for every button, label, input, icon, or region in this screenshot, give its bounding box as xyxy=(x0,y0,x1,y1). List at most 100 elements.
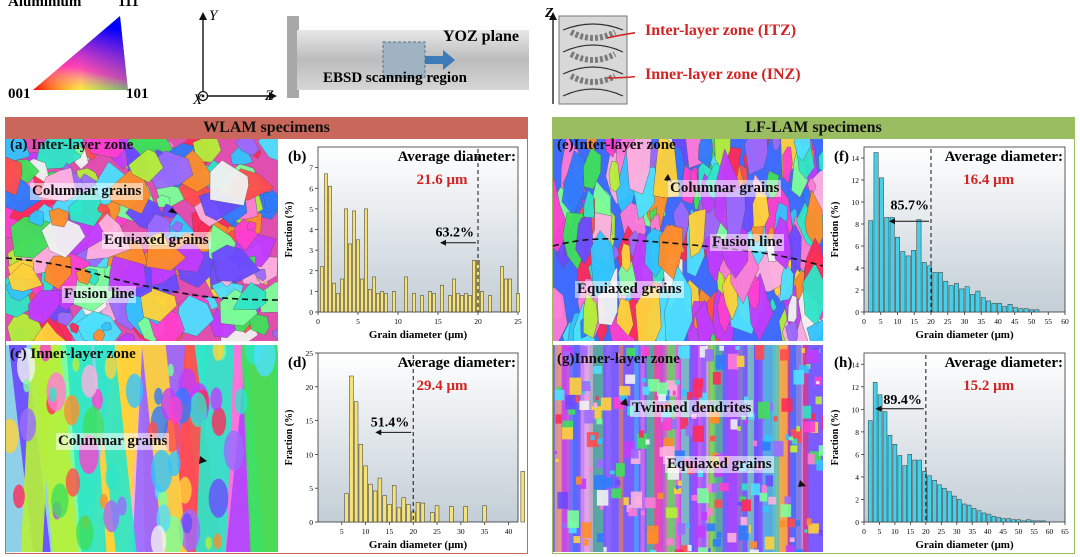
y-tick-label: 0 xyxy=(309,518,313,527)
y-tick-label: 6 xyxy=(855,242,859,251)
itz-label: Inter-layer zone (ITZ) xyxy=(645,22,796,40)
histogram-bar xyxy=(947,492,951,522)
histogram-bar xyxy=(874,153,878,313)
histogram-bar xyxy=(960,289,964,312)
histogram-bar xyxy=(364,466,368,522)
average-label: Average diameter: xyxy=(945,149,1063,165)
y-tick-label: 2 xyxy=(855,495,859,504)
histogram-bar xyxy=(981,298,985,312)
lflam-header: LF-LAM specimens xyxy=(552,117,1075,139)
x-tick-label: 0 xyxy=(862,527,866,536)
y-tick-label: 12 xyxy=(852,383,860,392)
x-axis-label: Grain diameter (μm) xyxy=(915,329,1014,341)
histogram-bar xyxy=(392,291,395,312)
histogram-bar xyxy=(349,376,353,522)
y-tick-label: 5 xyxy=(309,205,313,214)
y-tick-label: 10 xyxy=(852,405,860,414)
histogram-bar xyxy=(521,471,525,522)
histogram-bar xyxy=(917,220,921,312)
y-tick-label: 12 xyxy=(852,176,860,185)
histogram-bar xyxy=(952,496,956,522)
panel-c-columnar: Columnar grains xyxy=(56,433,169,450)
histogram-bar xyxy=(368,484,372,522)
histogram-bar xyxy=(1029,310,1033,312)
x-tick-label: 55 xyxy=(1030,527,1038,536)
panel-label: (f) xyxy=(834,149,849,165)
x-axis-label: Grain diameter (μm) xyxy=(915,539,1014,551)
histogram-bar xyxy=(1024,309,1028,312)
x-tick-label: 35 xyxy=(978,317,986,326)
x-tick-label: 25 xyxy=(433,527,441,536)
histogram-bar xyxy=(1007,519,1011,522)
panel-a-label: (a) Inter-layer zone xyxy=(10,137,133,154)
histogram-bar xyxy=(354,402,358,522)
histogram-bar xyxy=(962,504,966,522)
histogram-bar xyxy=(480,291,483,312)
y-tick-label: 1 xyxy=(309,287,313,296)
histogram-bar xyxy=(328,186,331,312)
histogram-bar xyxy=(516,293,519,312)
y-tick-label: 7 xyxy=(309,164,313,173)
histogram-bar xyxy=(972,508,976,522)
histogram-bar xyxy=(913,460,917,522)
histogram-bar xyxy=(1012,520,1016,522)
x-tick-label: 5 xyxy=(879,317,883,326)
average-label: Average diameter: xyxy=(398,149,516,165)
ipf-color-triangle xyxy=(28,14,138,92)
histogram-bar xyxy=(977,511,981,522)
histogram-bar xyxy=(320,267,323,312)
histogram-bar xyxy=(1035,310,1039,312)
histogram-bar xyxy=(942,488,946,522)
yoz-plane-label: YOZ plane xyxy=(443,28,519,46)
x-tick-label: 0 xyxy=(862,317,866,326)
y-tick-label: 6 xyxy=(309,184,313,193)
histogram-bar xyxy=(970,294,974,312)
histogram-bar xyxy=(992,303,996,312)
histogram-bar xyxy=(1041,521,1045,522)
histogram-bar xyxy=(903,466,907,522)
x-tick-label: 5 xyxy=(356,317,360,326)
histogram-bar xyxy=(888,435,892,522)
panel-g-label: (g)Inner-layer zone xyxy=(557,351,680,368)
histogram-bar xyxy=(420,296,423,313)
histogram-bar xyxy=(885,217,889,312)
histogram-bar xyxy=(344,209,347,312)
histogram-bar xyxy=(449,506,453,522)
histogram-bar xyxy=(997,517,1001,522)
y-tick-label: 20 xyxy=(306,383,314,392)
specimen-schematic: YOZ plane EBSD scanning region xyxy=(285,14,535,99)
y-tick-label: 8 xyxy=(855,220,859,229)
histogram-bar xyxy=(472,260,475,312)
histogram-bar xyxy=(504,279,507,312)
histogram-bar xyxy=(944,281,948,312)
histogram-bar xyxy=(448,296,451,313)
histogram-bar xyxy=(1017,520,1021,522)
histogram-bar xyxy=(412,293,415,312)
x-tick-label: 40 xyxy=(994,317,1002,326)
histogram-bar xyxy=(893,444,897,522)
histogram-bar xyxy=(383,496,387,522)
histogram-bar xyxy=(933,272,937,312)
x-tick-label: 25 xyxy=(938,527,946,536)
histogram-bar xyxy=(388,504,392,522)
histogram-bar xyxy=(483,506,487,522)
panel-e-label: (e)Inter-layer zone xyxy=(557,137,676,154)
histogram-bar xyxy=(911,250,915,312)
y-tick-label: 4 xyxy=(855,473,859,482)
histogram-bar xyxy=(1027,520,1031,522)
histogram-bar xyxy=(352,211,355,312)
histogram-bar xyxy=(1031,521,1035,522)
ipf-legend-001: 001 xyxy=(8,86,31,103)
x-tick-label: 25 xyxy=(944,317,952,326)
histogram-bar xyxy=(1013,308,1017,312)
histogram-bar xyxy=(922,263,926,313)
average-value: 16.4 μm xyxy=(963,172,1015,188)
x-tick-label: 25 xyxy=(514,317,522,326)
histogram-bar xyxy=(488,296,491,313)
x-tick-label: 40 xyxy=(505,527,513,536)
histogram-bar xyxy=(404,277,407,312)
histogram-bar xyxy=(957,499,961,522)
ipf-legend-title: Aluminium xyxy=(8,0,81,11)
